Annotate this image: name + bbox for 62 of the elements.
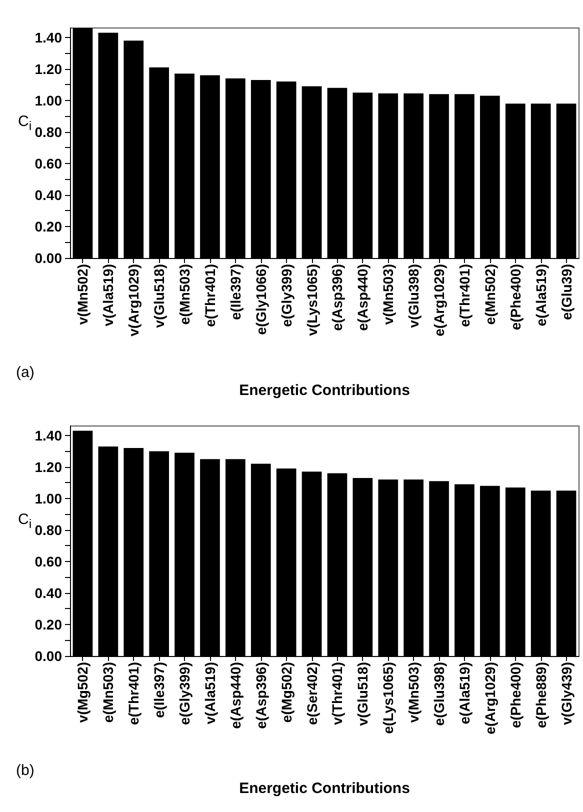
x-tick-label: e(Phe400) (507, 662, 524, 728)
y-axis-title: C$_{i}$ (18, 511, 32, 531)
y-tick-label: 0.00 (34, 648, 62, 664)
x-tick-label: v(Gly439) (558, 662, 574, 726)
x-tick-label: e(Phe400) (507, 264, 524, 330)
x-tick-label: v(Ala519) (100, 264, 116, 326)
x-tick-label: e(Thr401) (202, 264, 218, 328)
x-tick-label: e(Glu39) (558, 264, 574, 320)
x-tick-label: v(Mn503) (406, 662, 422, 723)
x-tick-label: e(Asp396) (329, 264, 346, 331)
y-tick-label: 0.40 (34, 584, 62, 601)
y-tick-label: 0.00 (34, 250, 62, 266)
y-tick-label: 1.20 (34, 60, 62, 77)
x-tick-label: e(Arg1029) (431, 264, 448, 336)
x-tick-label: e(Gly1066) (252, 264, 269, 335)
x-tick-label: e(Mg502) (278, 662, 294, 723)
y-tick-label: 1.20 (34, 458, 62, 475)
x-axis-title: Energetic Contributions (239, 780, 410, 797)
y-axis-title: C$_{i}$ (18, 113, 32, 133)
y-tick-label: 0.20 (34, 218, 62, 234)
x-tick-label: e(Mn502) (482, 264, 498, 325)
y-tick-label: 0.40 (34, 186, 62, 203)
x-tick-label: e(Gly399) (176, 662, 193, 726)
x-tick-label: e(Ile397) (151, 662, 168, 718)
x-tick-label: e(Thr401) (126, 662, 142, 726)
y-tick-label: 0.60 (34, 553, 62, 570)
x-tick-label: e(Ser402) (304, 662, 320, 726)
x-tick-label: e(Ile397) (227, 264, 244, 320)
text: (b) (16, 762, 34, 779)
text: (a) (16, 364, 34, 381)
x-tick-label: v(Lys1065) (304, 264, 320, 336)
x-tick-label: v(Glu398) (406, 264, 422, 328)
y-tick-label: 0.20 (34, 616, 62, 632)
x-tick-label: e(Lys1065) (380, 662, 396, 734)
y-tick-label: 0.80 (34, 124, 62, 140)
y-tick-label: 0.80 (34, 522, 62, 538)
x-tick-label: e(Arg1029) (482, 662, 498, 734)
y-tick-label: 1.00 (34, 490, 62, 506)
x-tick-label: v(Arg1029) (126, 264, 142, 336)
x-tick-label: v(Thr401) (329, 662, 346, 726)
x-tick-label: v(Glu518) (151, 264, 168, 328)
x-tick-label: e(Gly399) (278, 264, 294, 328)
y-tick-label: 0.60 (34, 155, 62, 172)
x-tick-label: e(Asp396) (252, 662, 269, 729)
x-tick-label: e(Ala519) (532, 264, 549, 326)
y-tick-label: 1.40 (34, 427, 62, 444)
x-tick-label: v(Mn503) (380, 264, 396, 325)
y-tick-label: 1.40 (34, 29, 62, 46)
x-tick-label: e(Ala519) (456, 662, 472, 724)
x-tick-label: v(Mg502) (74, 662, 91, 723)
x-tick-label: v(Mn502) (74, 264, 91, 325)
x-tick-label: e(Phe889) (532, 662, 549, 728)
y-tick-label: 1.00 (34, 92, 62, 108)
x-tick-label: e(Asp440) (227, 662, 244, 729)
x-axis-title: Energetic Contributions (239, 382, 410, 399)
x-tick-label: e(Thr401) (456, 264, 472, 328)
x-tick-label: e(Mn503) (176, 264, 193, 325)
x-tick-label: v(Ala519) (202, 662, 218, 724)
x-tick-label: e(Asp440) (354, 264, 371, 331)
x-tick-label: v(Glu518) (354, 662, 371, 726)
x-tick-label: e(Glu398) (431, 662, 448, 726)
x-tick-label: e(Mn503) (100, 662, 116, 723)
